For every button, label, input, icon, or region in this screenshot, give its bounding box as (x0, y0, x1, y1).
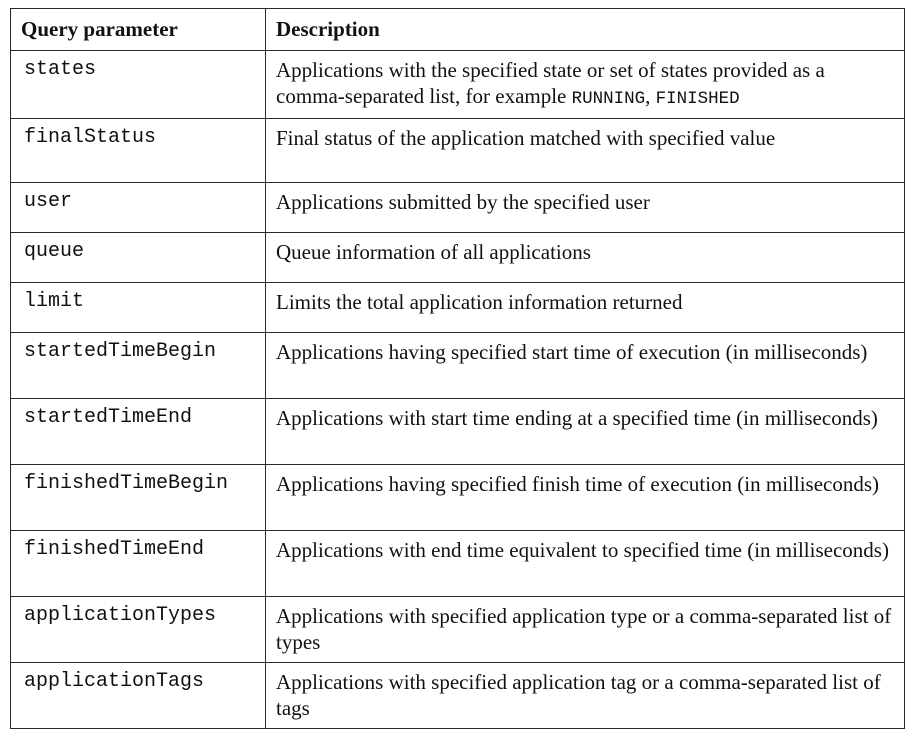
description-cell: Limits the total application information… (265, 282, 905, 333)
query-parameters-table: Query parameter Description states Appli… (10, 8, 905, 729)
param-cell: user (10, 182, 266, 233)
param-cell: applicationTags (10, 662, 266, 729)
table-row: user Applications submitted by the speci… (10, 182, 905, 233)
description-cell: Applications with specified application … (265, 596, 905, 663)
param-cell: startedTimeBegin (10, 332, 266, 399)
table-row: states Applications with the specified s… (10, 50, 905, 119)
table-row: finalStatus Final status of the applicat… (10, 118, 905, 183)
table-header-row: Query parameter Description (10, 8, 905, 51)
code-finished: FINISHED (655, 89, 740, 109)
param-cell: states (10, 50, 266, 119)
table-row: queue Queue information of all applicati… (10, 232, 905, 283)
column-header-query-parameter: Query parameter (10, 8, 266, 51)
description-separator: , (645, 84, 656, 108)
column-header-description: Description (265, 8, 905, 51)
description-cell: Applications having specified finish tim… (265, 464, 905, 531)
table-row: applicationTags Applications with specif… (10, 662, 905, 729)
param-cell: finalStatus (10, 118, 266, 183)
table-row: limit Limits the total application infor… (10, 282, 905, 333)
table-row: applicationTypes Applications with speci… (10, 596, 905, 663)
param-cell: startedTimeEnd (10, 398, 266, 465)
table-row: finishedTimeEnd Applications with end ti… (10, 530, 905, 597)
description-cell: Applications with start time ending at a… (265, 398, 905, 465)
description-cell: Applications with the specified state or… (265, 50, 905, 119)
table-row: finishedTimeBegin Applications having sp… (10, 464, 905, 531)
param-cell: queue (10, 232, 266, 283)
code-running: RUNNING (571, 89, 646, 109)
description-cell: Applications with end time equivalent to… (265, 530, 905, 597)
table-row: startedTimeEnd Applications with start t… (10, 398, 905, 465)
description-text: Applications with the specified state or… (276, 58, 825, 108)
param-cell: limit (10, 282, 266, 333)
param-cell: finishedTimeBegin (10, 464, 266, 531)
description-cell: Applications having specified start time… (265, 332, 905, 399)
description-cell: Applications with specified application … (265, 662, 905, 729)
description-cell: Final status of the application matched … (265, 118, 905, 183)
param-cell: applicationTypes (10, 596, 266, 663)
description-cell: Queue information of all applications (265, 232, 905, 283)
description-cell: Applications submitted by the specified … (265, 182, 905, 233)
param-cell: finishedTimeEnd (10, 530, 266, 597)
table-row: startedTimeBegin Applications having spe… (10, 332, 905, 399)
